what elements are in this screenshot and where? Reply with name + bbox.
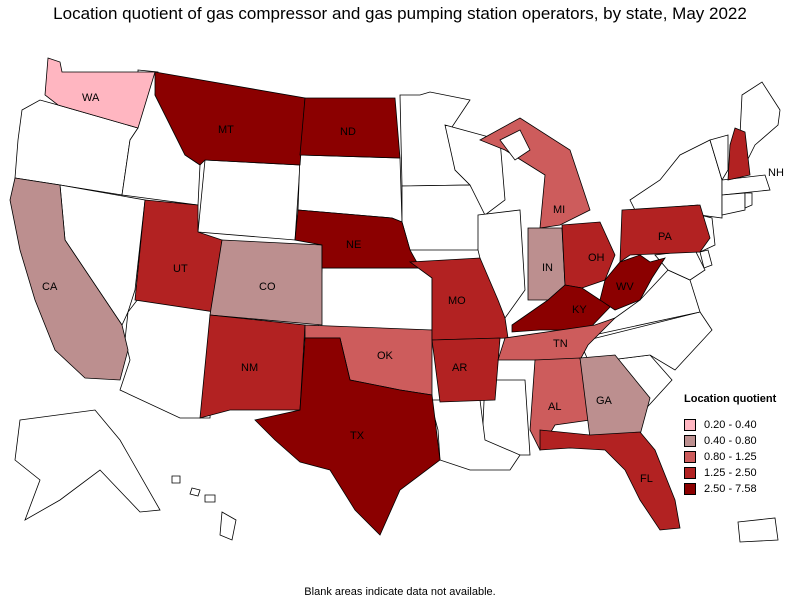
state-NM [199,314,306,419]
legend-swatch [684,435,696,447]
state-label: KY [572,304,587,316]
state-GA [579,354,651,439]
footnote: Blank areas indicate data not available. [304,586,496,598]
great-lakes [499,129,531,161]
state-HI [171,475,237,541]
legend: Location quotient 0.20 - 0.40 0.40 - 0.80… [684,393,794,497]
legend-items: 0.20 - 0.40 0.40 - 0.80 0.80 - 1.25 1.25 - … [684,417,794,497]
state-WY [197,159,301,241]
state-label: MI [553,204,565,216]
state-VT [709,134,729,181]
state-labels: WA CA CO GA IN MI TN AL OK UT NM MO AR O… [42,92,784,485]
state-label: WA [82,92,100,104]
data-states [9,57,751,536]
state-label: MO [448,295,466,307]
lake [499,129,531,161]
state-label: MT [218,124,234,136]
legend-swatch [684,419,696,431]
legend-swatch [684,451,696,463]
state-label: OH [588,252,605,264]
state-label: UT [173,263,188,275]
state-FL [539,429,681,531]
legend-label: 0.80 - 1.25 [704,451,757,463]
legend-label: 0.20 - 0.40 [704,419,757,431]
state-DE [699,249,713,269]
state-AK [14,409,161,521]
state-TX [254,337,441,536]
state-MA [721,174,771,196]
state-CO [209,239,323,326]
state-TN [497,317,616,361]
state-label: TN [553,338,568,350]
territory-PR [737,517,779,543]
state-label: IN [542,262,553,274]
legend-swatch [684,467,696,479]
state-LA [429,399,521,471]
state-AR [431,337,501,403]
state-label: WV [616,281,634,293]
state-label: PA [658,231,673,243]
legend-label: 0.40 - 0.80 [704,435,757,447]
state-CA [9,177,129,381]
state-label: AR [452,362,467,374]
state-NH [727,127,751,181]
legend-swatch [684,483,696,495]
legend-item: 0.80 - 1.25 [684,449,794,465]
state-MO [408,257,509,341]
state-label: ND [340,126,356,138]
state-PA [619,204,711,263]
legend-item: 0.40 - 0.80 [684,433,794,449]
state-WA [44,57,156,129]
state-label: GA [596,395,613,407]
state-label: TX [350,430,365,442]
state-WV [599,254,666,311]
legend-label: 2.50 - 7.58 [704,483,757,495]
state-label: NM [241,362,258,374]
state-label: CO [259,281,276,293]
state-label: NH [768,167,784,179]
legend-item: 1.25 - 2.50 [684,465,794,481]
legend-title: Location quotient [684,393,777,405]
state-ND [299,97,401,159]
state-RI [744,192,753,209]
state-KS [317,267,433,331]
state-CT [721,192,746,216]
state-label: AL [548,401,561,413]
state-label: FL [640,473,653,485]
legend-item: 0.20 - 0.40 [684,417,794,433]
state-label: OK [377,350,394,362]
map-title: Location quotient of gas compressor and … [53,4,747,23]
state-label: NE [346,239,361,251]
state-IA [401,184,486,251]
legend-item: 2.50 - 7.58 [684,481,794,497]
state-label: CA [42,281,58,293]
legend-label: 1.25 - 2.50 [704,467,757,479]
